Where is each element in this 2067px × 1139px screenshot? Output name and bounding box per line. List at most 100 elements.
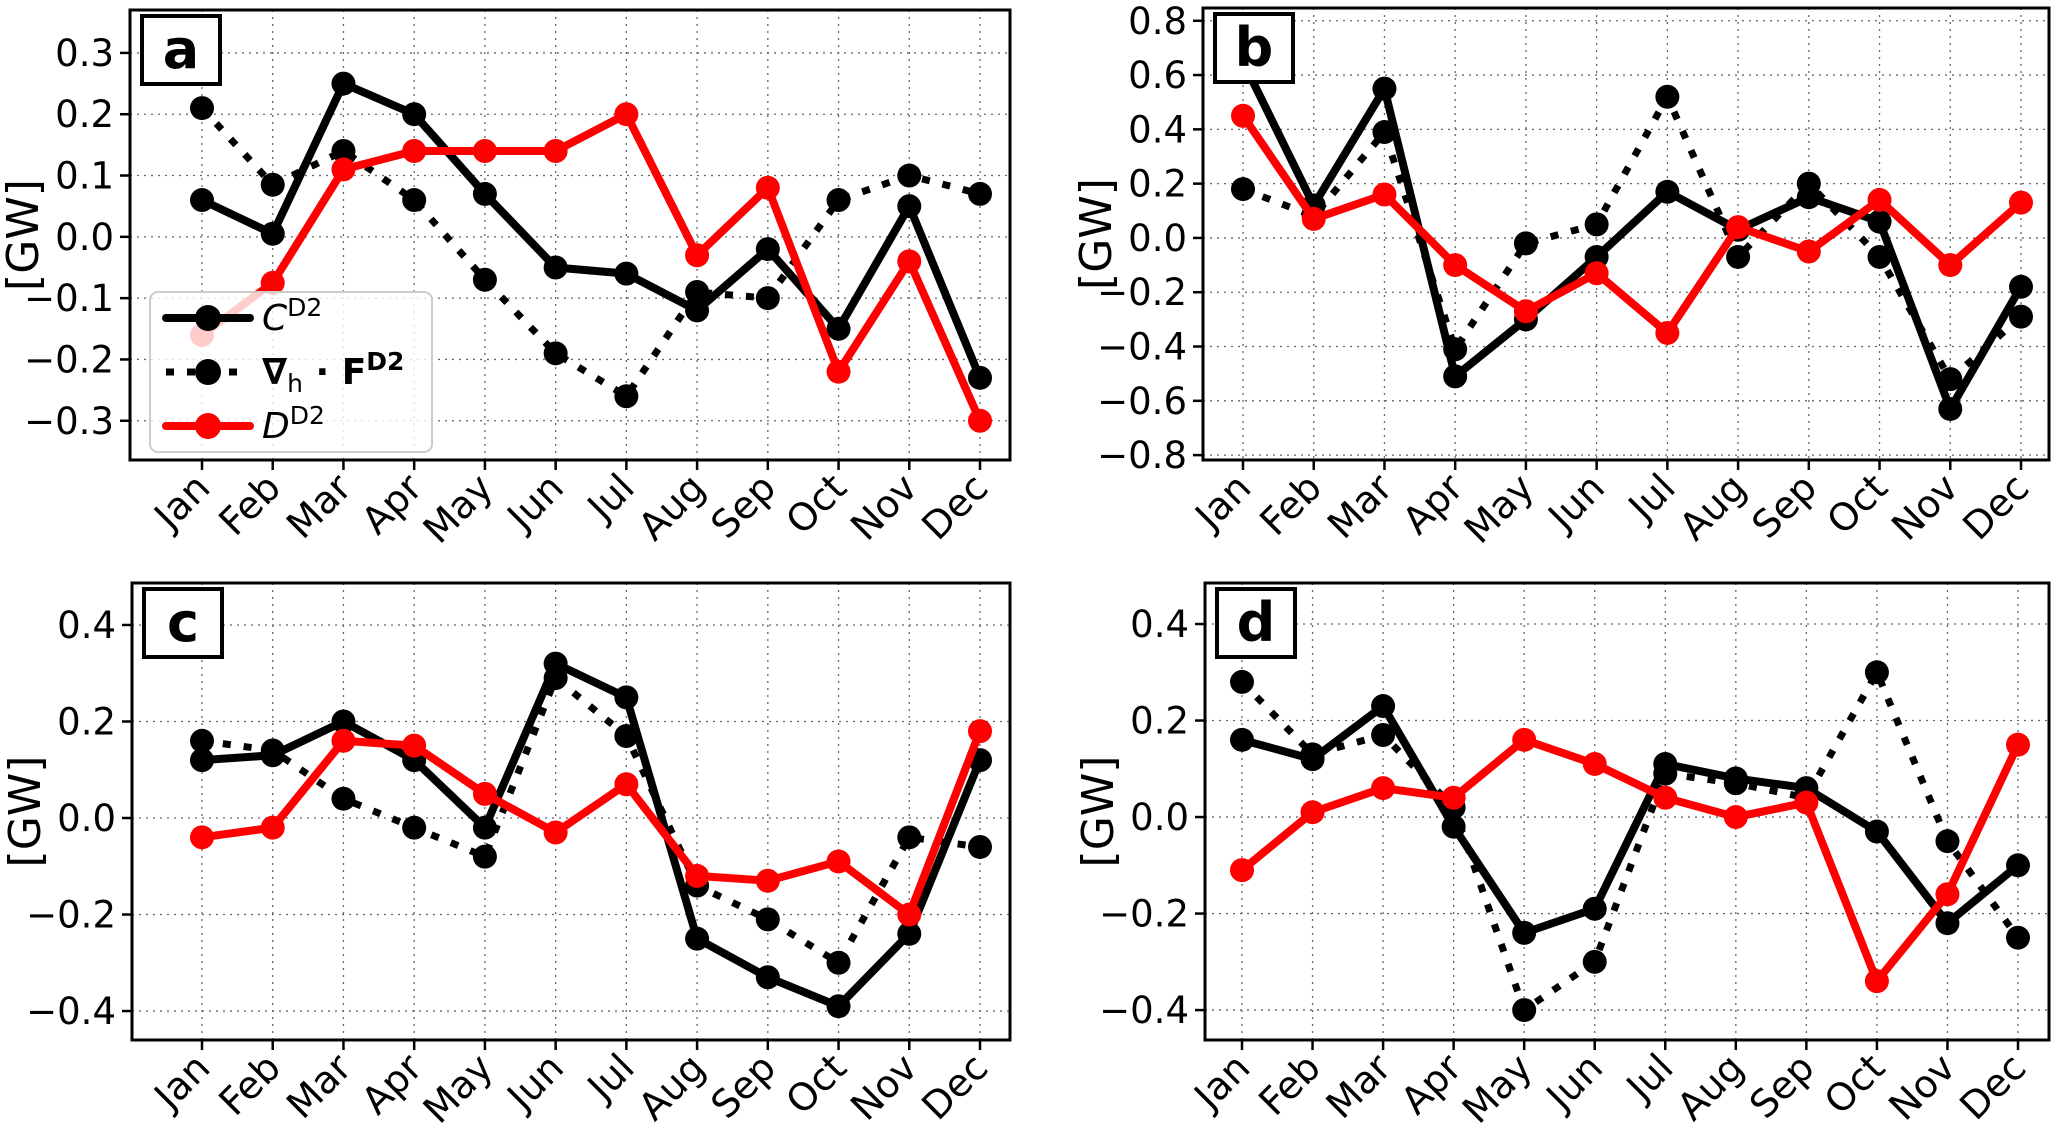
data-point-marker [543,820,568,845]
data-point-marker [1935,829,1960,854]
x-tick-label-month: May [1456,465,1543,552]
x-tick-label-month: May [1454,1045,1541,1132]
data-point-marker [1371,694,1396,719]
legend-box [149,291,433,453]
data-point-marker [1512,998,1537,1023]
series-line [1239,111,2025,337]
legend-sample-marker [195,305,221,331]
data-point-marker [260,221,285,246]
x-tick-label-month: Dec [1954,465,2037,548]
series-D-D2 [1230,727,2030,994]
data-point-marker [755,286,780,311]
y-tick-label: 0.3 [55,32,114,75]
data-point-marker [826,849,851,874]
x-tick-label-month: Jun [497,465,572,540]
x-tick-label-month: Jan [1184,1045,1258,1119]
data-point-marker [331,786,356,811]
y-axis-label: [GW] [0,179,49,291]
series-line [1239,668,2021,1014]
data-point-marker [1655,320,1680,345]
series-line [201,674,981,967]
data-point-marker [755,965,780,990]
x-tick-label-month: Dec [913,1045,996,1128]
data-point-marker [1230,727,1254,752]
data-point-marker [260,172,285,197]
data-point-marker [1231,177,1255,202]
data-point-marker [190,748,214,773]
series-C-D2 [190,71,992,390]
y-tick-label: 0.0 [1130,796,1189,839]
data-point-marker [1938,253,1963,278]
data-point-marker [1655,179,1680,204]
data-point-marker [1513,231,1538,256]
data-point-marker [472,781,497,806]
x-tick-label-month: Sep [1741,1045,1823,1127]
data-point-marker [190,825,214,850]
data-point-marker [543,341,568,366]
y-tick-label: 0.4 [1128,108,1187,151]
data-point-marker [826,994,851,1019]
data-point-marker [1512,920,1537,945]
legend-label: CD2​ [262,293,322,339]
y-tick-label: −0.4 [1099,989,1189,1032]
data-point-marker [1867,209,1892,234]
y-tick-label: −0.8 [1097,434,1187,477]
y-tick-label: −0.2 [26,894,116,937]
y-tick-label: 0.0 [57,797,116,840]
y-tick-label: 0.1 [55,155,114,198]
x-tick-label-month: Oct [1816,1045,1894,1123]
data-point-marker [1938,396,1963,421]
x-tick-label-month: Mar [1318,1045,1400,1127]
data-point-marker [1582,949,1607,974]
data-point-marker [1938,367,1963,392]
data-point-marker [968,408,992,433]
data-point-marker [1372,182,1397,207]
y-tick-label: 0.8 [1128,0,1187,43]
y-tick-label: −0.4 [1097,326,1187,369]
gridlines [132,583,1010,1040]
data-point-marker [2006,853,2030,878]
data-point-marker [1726,215,1751,240]
data-point-marker [1655,84,1680,109]
x-tick-label-month: Aug [1669,1045,1753,1129]
y-tick-label: 0.0 [1128,217,1187,260]
panel-letter-box [142,587,224,659]
y-tick-label: 0.0 [55,216,114,259]
data-point-marker [2006,925,2030,950]
data-point-marker [543,255,568,280]
data-point-marker [190,96,214,121]
axes-frame [128,8,1012,462]
panel-letter: b [1235,16,1274,79]
x-tick-label-month: Oct [777,1045,855,1123]
data-point-marker [1723,771,1748,796]
data-point-marker [755,907,780,932]
y-tick-label: 0.4 [1130,603,1189,646]
data-point-marker [260,738,285,763]
x-tick-label-month: Jan [144,1045,218,1119]
legend-label: ∇h​ · FD2​ [262,347,404,398]
data-point-marker [1231,103,1255,128]
x-tick-label-month: Dec [1951,1045,2034,1128]
data-point-marker [543,666,568,691]
x-tick-label-month: Jun [497,1045,572,1120]
data-point-marker [826,316,851,341]
y-tick-label: −0.1 [24,277,114,320]
series-line [198,110,984,425]
data-point-marker [402,188,427,213]
data-point-marker [614,685,639,710]
legend-sample-marker [195,413,221,439]
x-tick-label-month: Nov [1883,465,1967,549]
data-point-marker [331,139,356,164]
data-point-marker [1867,244,1892,269]
x-tick-label-month: Jan [144,465,218,539]
data-point-marker [1300,800,1325,825]
panel-b: 0.8 0.6 0.4 0.2 0.0 −0.2 −0.4 −0.6 −0.8JanFebMar… [1071,0,2051,552]
data-point-marker [685,243,710,268]
data-point-marker [331,71,356,96]
series-line [1241,93,2024,383]
data-point-marker [1372,76,1397,101]
data-point-marker [1443,337,1468,362]
x-tick-label-month: Feb [210,465,289,544]
